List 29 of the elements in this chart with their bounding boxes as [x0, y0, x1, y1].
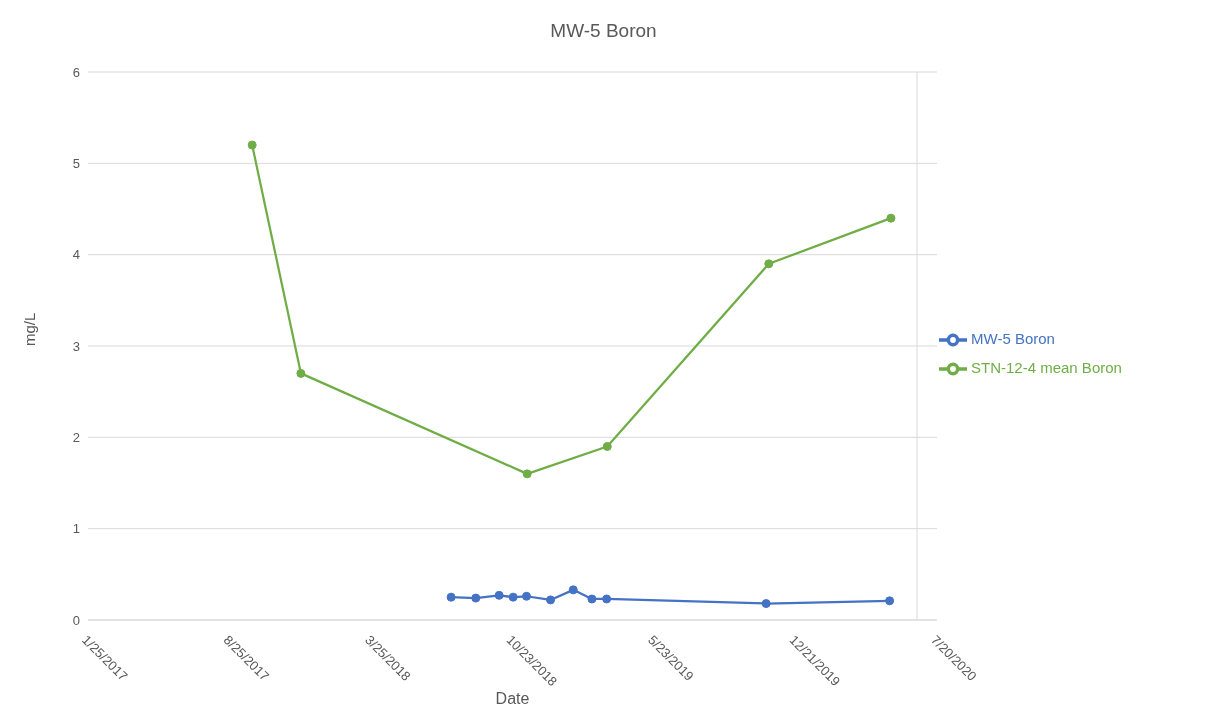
y-tick-label: 1 — [72, 521, 80, 537]
y-tick-label: 3 — [72, 338, 80, 354]
x-axis-title: Date — [495, 690, 530, 707]
point — [764, 259, 774, 269]
point — [568, 585, 578, 595]
point — [761, 599, 771, 609]
point — [522, 469, 532, 479]
y-tick-label: 4 — [72, 247, 80, 263]
point — [602, 594, 612, 604]
y-tick-label: 6 — [72, 64, 80, 80]
point — [885, 596, 895, 606]
y-tick-label: 2 — [72, 429, 80, 445]
point — [602, 441, 612, 451]
point — [587, 594, 597, 604]
y-tick-label: 0 — [72, 612, 80, 628]
point — [471, 593, 481, 603]
point — [247, 140, 257, 150]
point — [886, 213, 896, 223]
y-tick-label: 5 — [72, 155, 80, 171]
point — [522, 591, 532, 601]
point — [494, 590, 504, 600]
chart-title: MW-5 Boron — [549, 20, 658, 42]
y-axis-title: mg/L — [21, 312, 39, 346]
point — [546, 595, 556, 605]
point — [446, 592, 456, 602]
legend-label: STN-12-4 mean Boron — [971, 359, 1122, 376]
point — [296, 368, 306, 378]
point — [508, 592, 518, 602]
legend-label: MW-5 Boron — [971, 329, 1055, 347]
